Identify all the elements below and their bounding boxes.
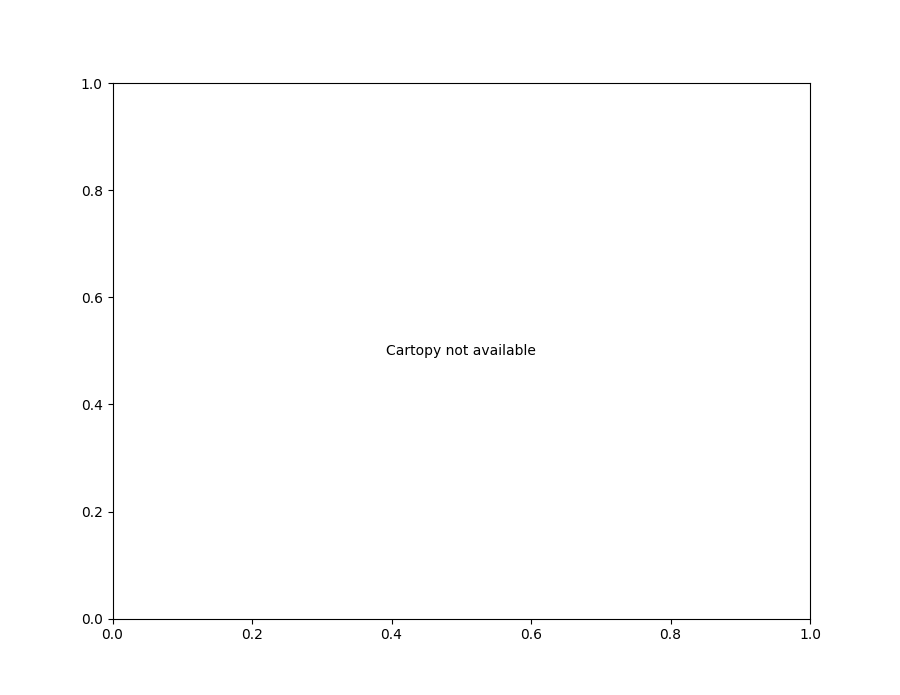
Text: Cartopy not available: Cartopy not available [386,344,536,358]
